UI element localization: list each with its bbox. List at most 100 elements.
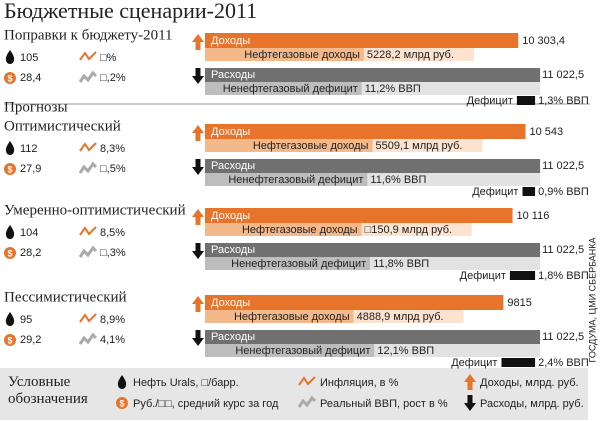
rub: 28,2: [20, 247, 41, 259]
nonoil-value-box: [370, 257, 541, 270]
forecasts-label: Прогнозы: [4, 99, 68, 115]
deficit-label: Дефицит: [451, 357, 497, 369]
expenses-value: 11 022,5: [542, 69, 584, 81]
rub: 28,4: [20, 72, 41, 84]
revenue-bar: [205, 124, 526, 139]
nonoil-value: 11,8% ВВП: [373, 258, 429, 270]
rub-icon: [4, 72, 16, 84]
oilgas-label: Нефтегазовые доходы: [244, 49, 360, 61]
inflation: 8,5%: [100, 227, 125, 239]
nonoil-value: 11,6% ВВП: [370, 174, 426, 186]
scenario-name: Пессимистический: [4, 289, 127, 305]
revenue-arrow: [464, 374, 476, 390]
legend-oil: Нефть Urals, □/барр.: [133, 377, 239, 389]
nonoil-bar: [205, 173, 368, 186]
nonoil-label: Ненефтегазовый дефицит: [228, 174, 363, 186]
expenses-label: Расходы: [211, 244, 255, 256]
oil-icon: [117, 375, 127, 389]
oilgas-value: 4888,9 млрд руб.: [357, 311, 444, 323]
rub-icon-sign: $: [7, 248, 12, 258]
legend-inflation: Инфляция, в %: [320, 377, 399, 389]
rub-icon-sign: $: [7, 73, 12, 83]
rub: 29,2: [20, 334, 41, 346]
revenue-arrow: [192, 296, 204, 312]
oilgas-bar: [205, 139, 373, 152]
revenue-value: 9815: [507, 297, 531, 309]
expenses-value: 11 022,5: [542, 244, 584, 256]
rub-icon: [4, 334, 16, 346]
gdp-icon: [78, 332, 98, 345]
oil: 112: [20, 143, 38, 155]
revenue-bar: [205, 33, 519, 48]
deficit-value: 2,4% ВВП: [538, 357, 589, 369]
legend-box: [0, 368, 588, 420]
revenue-arrow: [192, 209, 204, 225]
expenses-arrow: [464, 395, 476, 411]
oilgas-value: 5509,1 млрд руб.: [375, 140, 462, 152]
deficit-bar: [516, 96, 536, 105]
inflation-icon: [79, 313, 97, 323]
oilgas-label: Нефтегазовые доходы: [253, 140, 369, 152]
rub: 27,9: [20, 163, 41, 175]
expenses-bar: [205, 159, 541, 173]
revenue-arrow: [192, 125, 204, 141]
revenue-bar: [205, 295, 504, 310]
expenses-arrow: [192, 243, 204, 259]
rub-icon: [116, 397, 128, 409]
oilgas-value: □150,9 млрд руб.: [365, 224, 453, 236]
expenses-bar: [205, 68, 541, 82]
oil: 105: [20, 52, 38, 64]
deficit-label: Дефицит: [472, 186, 518, 198]
rub-icon-sign: $: [7, 335, 12, 345]
nonoil-value-box: [367, 173, 541, 186]
revenue-value: 10 116: [517, 210, 550, 222]
deficit-value: 1,3% ВВП: [538, 95, 589, 107]
oil-icon: [5, 141, 15, 155]
gdp-icon: [78, 161, 98, 174]
inflation-icon: [79, 226, 97, 236]
scenario-name: Оптимистический: [4, 118, 121, 134]
expenses-arrow: [192, 330, 204, 346]
inflation-icon: [79, 51, 97, 61]
inflation: □%: [100, 52, 117, 64]
gdp: □,2%: [100, 72, 126, 84]
oil-icon: [5, 50, 15, 64]
gdp: 4,1%: [100, 334, 125, 346]
rub-icon-sign: $: [7, 164, 12, 174]
legend-revenue: Доходы, млрд. руб.: [480, 377, 579, 389]
deficit-value: 1,8% ВВП: [538, 270, 589, 282]
revenue-label: Доходы: [211, 297, 250, 309]
legend-rub: Руб./□□, средний курс за год: [133, 398, 279, 410]
nonoil-value: 11,2% ВВП: [365, 83, 421, 95]
scenario-name: Поправки к бюджету-2011: [4, 27, 173, 43]
oilgas-bar: [205, 223, 362, 236]
expenses-arrow: [192, 68, 204, 84]
source: ГОСДУМА, ЦМИ СБЕРБАНКА: [587, 237, 597, 362]
nonoil-bar: [205, 82, 362, 95]
revenue-arrow: [192, 34, 204, 50]
inflation-icon: [298, 376, 316, 386]
revenue-label: Доходы: [211, 126, 250, 138]
expenses-value: 11 022,5: [542, 160, 584, 172]
legend-gdp: Реальный ВВП, рост в %: [320, 398, 448, 410]
nonoil-value-box: [361, 82, 541, 95]
oilgas-label: Нефтегазовые доходы: [234, 311, 350, 323]
gdp-icon: [78, 245, 98, 258]
revenue-label: Доходы: [211, 35, 250, 47]
oilgas-label: Нефтегазовые доходы: [242, 224, 358, 236]
oilgas-value-box: [363, 48, 474, 61]
oil: 95: [20, 314, 32, 326]
expenses-bar: [205, 330, 541, 344]
title: Бюджетные сценарии-2011: [4, 0, 257, 23]
deficit-label: Дефицит: [467, 95, 513, 107]
nonoil-bar: [205, 344, 375, 357]
oilgas-value-box: [372, 139, 483, 152]
gdp: □,5%: [100, 163, 126, 175]
oilgas-value-box: [353, 310, 464, 323]
revenue-value: 10 543: [530, 126, 564, 138]
oilgas-value: 5228,2 млрд руб.: [367, 49, 454, 61]
inflation: 8,9%: [100, 314, 125, 326]
oil-icon: [5, 225, 15, 239]
gdp-icon: [297, 395, 317, 408]
